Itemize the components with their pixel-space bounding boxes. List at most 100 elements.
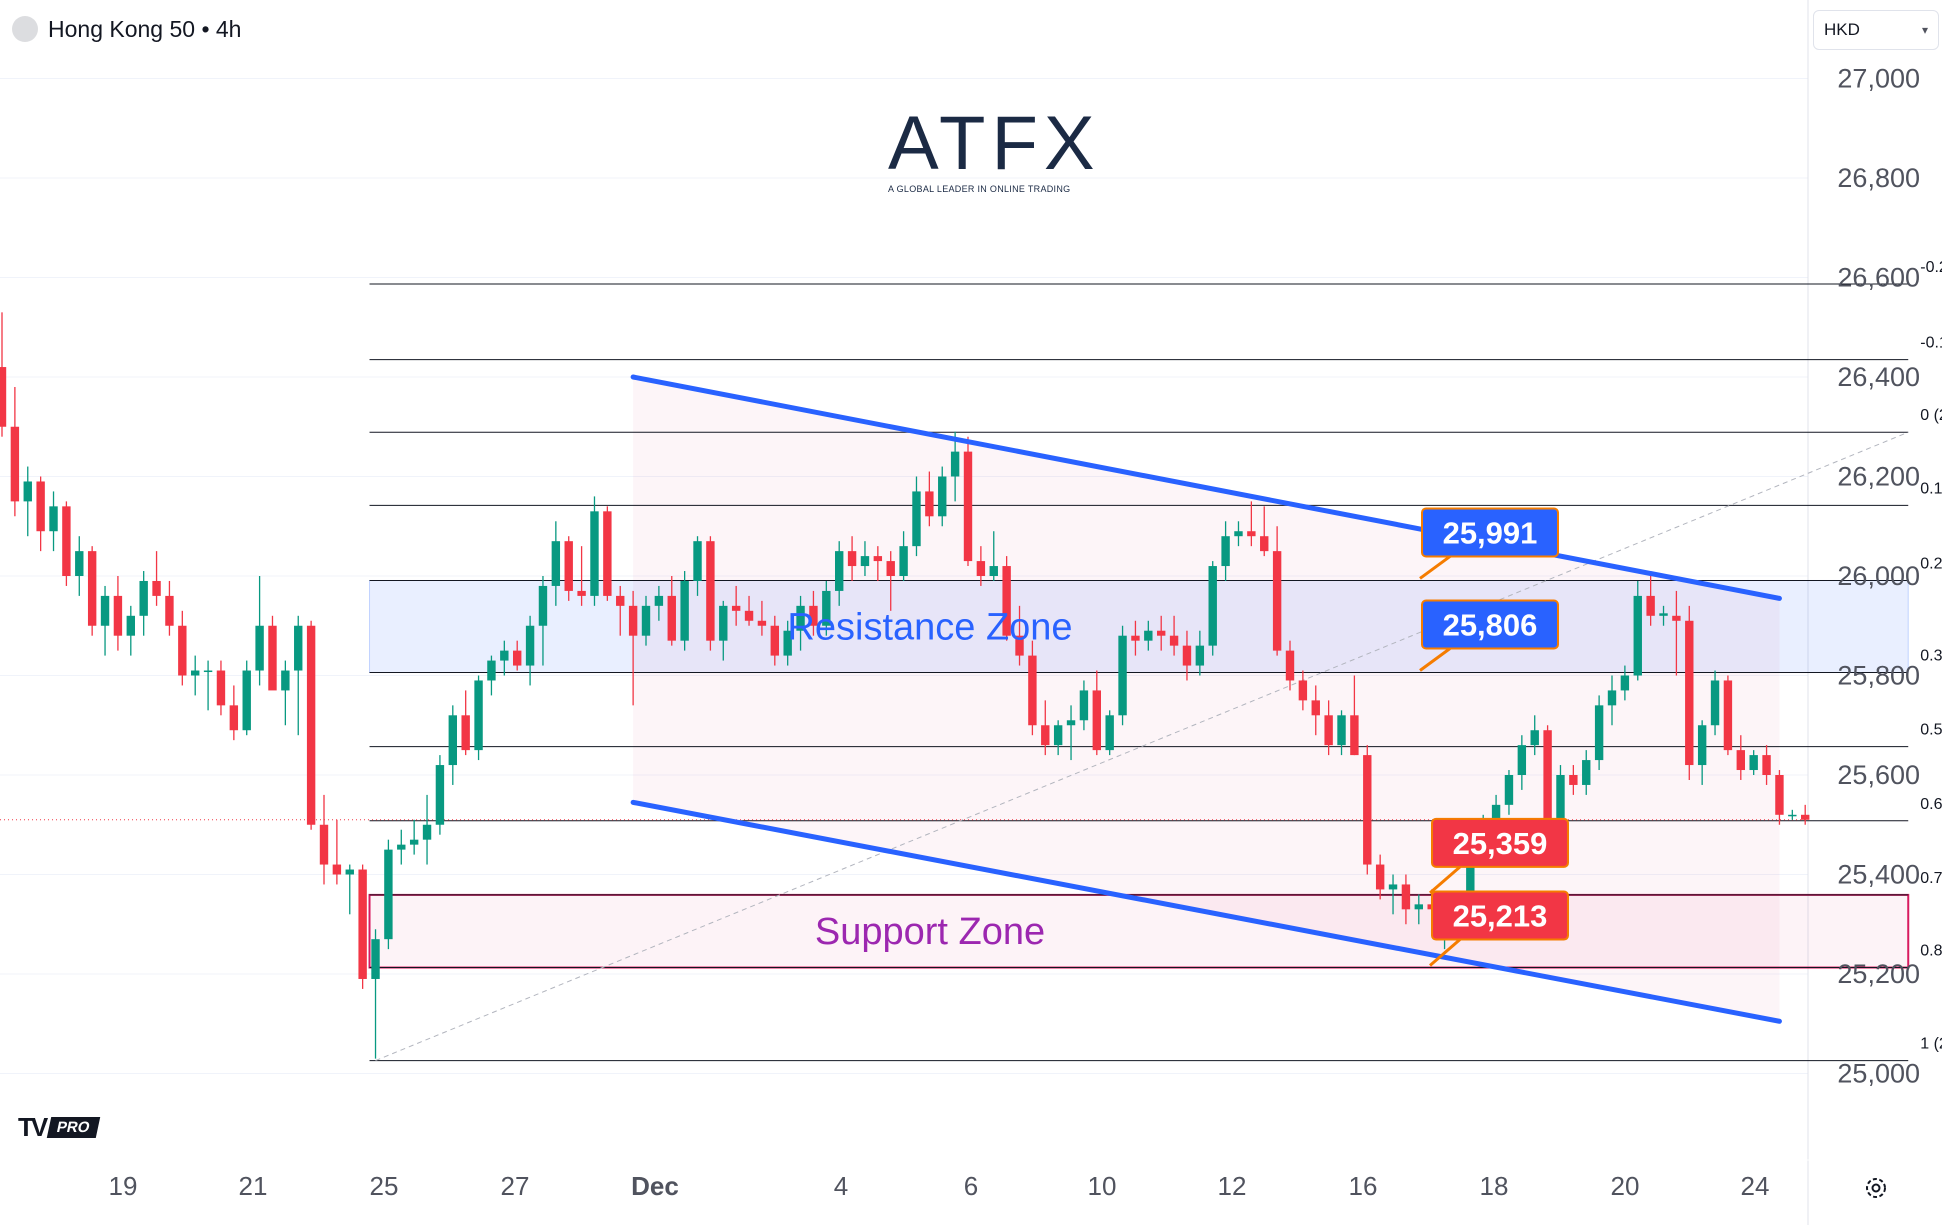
candle-body — [409, 839, 419, 845]
x-tick-label: 20 — [1611, 1171, 1640, 1201]
candle-body — [1157, 630, 1166, 636]
candle-body — [680, 580, 689, 641]
y-tick-label: 26,600 — [1837, 263, 1920, 293]
y-tick-label: 25,800 — [1837, 661, 1920, 691]
candle-body — [628, 605, 638, 636]
candle-body — [294, 625, 303, 671]
candle-body — [1491, 804, 1501, 825]
candle-body — [886, 561, 895, 576]
candle-body — [757, 620, 767, 626]
candle-body — [345, 869, 354, 875]
candle-body — [23, 481, 32, 502]
candle-body — [1607, 690, 1617, 706]
candle-body — [1324, 715, 1333, 746]
candle-body — [1169, 635, 1179, 646]
fib-level-label: 0.236 (25,991) — [1920, 555, 1942, 572]
candle-body — [1015, 635, 1024, 656]
channel-upper-line — [630, 374, 1782, 601]
y-tick-label: 26,400 — [1837, 362, 1920, 392]
y-tick-label: 25,600 — [1837, 760, 1920, 790]
candle-body — [1144, 630, 1153, 641]
x-tick-label: 16 — [1349, 1171, 1378, 1201]
candle-body — [332, 864, 342, 875]
candle-body — [1002, 566, 1011, 636]
y-tick-label: 25,200 — [1837, 959, 1920, 989]
level-callout-pointer — [1429, 865, 1461, 895]
candle-body — [203, 670, 213, 673]
level-callout-pointer — [1429, 938, 1461, 967]
candle-body — [835, 551, 844, 591]
candle-body — [1363, 755, 1372, 865]
candle-body — [113, 595, 123, 636]
candle-body — [1466, 849, 1475, 902]
candle-body — [500, 650, 509, 661]
candle-body — [1697, 725, 1707, 766]
candle-body — [783, 630, 792, 656]
candle-body — [731, 605, 741, 611]
currency-label: HKD — [1824, 20, 1860, 39]
candle-body — [1285, 650, 1295, 681]
candle-body — [513, 650, 522, 666]
candle-body — [719, 605, 728, 641]
settings-icon[interactable] — [1864, 1176, 1888, 1200]
symbol-logo-icon — [12, 16, 38, 42]
candle-body — [938, 476, 947, 517]
level-callout-pointer — [1419, 555, 1451, 580]
candle-body — [1221, 536, 1230, 567]
channel-lower-line — [630, 799, 1782, 1024]
candle-body — [36, 481, 45, 532]
symbol-header[interactable]: Hong Kong 50 • 4h — [12, 14, 241, 44]
x-tick-label: 12 — [1218, 1171, 1247, 1201]
level-callout-box — [1431, 890, 1569, 941]
candle-body — [1028, 655, 1037, 726]
x-tick-label: 25 — [370, 1171, 399, 1201]
candle-body — [667, 595, 676, 641]
level-callout-text: 25,991 — [1443, 515, 1538, 550]
candle-body — [963, 451, 973, 562]
candle-body — [1736, 750, 1745, 771]
candle-body — [847, 551, 857, 567]
candle-body — [616, 595, 625, 606]
candle-body — [1350, 715, 1359, 756]
candle-body — [1092, 690, 1101, 751]
candle-body — [0, 367, 7, 427]
resistance-zone-label: Resistance Zone — [787, 606, 1072, 648]
tradingview-logo[interactable]: TV PRO — [18, 1112, 100, 1143]
candle-body — [1659, 613, 1668, 616]
candle-body — [912, 491, 921, 547]
atfx-logo: ATFX A GLOBAL LEADER IN ONLINE TRADING — [888, 106, 1095, 195]
candle-body — [1801, 814, 1810, 820]
y-tick-label: 26,000 — [1837, 561, 1920, 591]
fib-level-label: 0.852 (25,213) — [1920, 943, 1942, 960]
candle-body — [191, 670, 200, 676]
x-tick-label: 10 — [1088, 1171, 1117, 1201]
candle-body — [654, 595, 664, 606]
currency-selector[interactable]: HKD ▾ — [1813, 10, 1939, 50]
candle-body — [216, 670, 226, 706]
x-tick-label: 6 — [964, 1171, 978, 1201]
candle-body — [1053, 725, 1063, 746]
candle-body — [435, 765, 445, 825]
fib-level-label: -0.116 (26,435) — [1920, 335, 1942, 352]
candle-body — [1272, 551, 1282, 651]
level-callout-text: 25,806 — [1443, 608, 1538, 643]
fib-level-label: -0.236 (26,587) — [1920, 259, 1942, 276]
candle-body — [1749, 755, 1758, 771]
x-tick-label: Dec — [631, 1171, 679, 1201]
candle-body — [1530, 730, 1539, 746]
candle-body — [1620, 675, 1630, 691]
candle-body — [422, 824, 432, 840]
candle-body — [1195, 645, 1205, 666]
candle-body — [397, 844, 406, 850]
candle-body — [487, 660, 496, 681]
candle-body — [1672, 615, 1681, 621]
candle-body — [49, 506, 58, 532]
pro-badge: PRO — [47, 1117, 100, 1138]
support-zone-label: Support Zone — [815, 911, 1045, 953]
candle-body — [165, 595, 174, 626]
candle-body — [10, 426, 20, 502]
candle-body — [770, 625, 779, 656]
candle-body — [268, 625, 277, 691]
level-callout-box — [1421, 599, 1559, 650]
